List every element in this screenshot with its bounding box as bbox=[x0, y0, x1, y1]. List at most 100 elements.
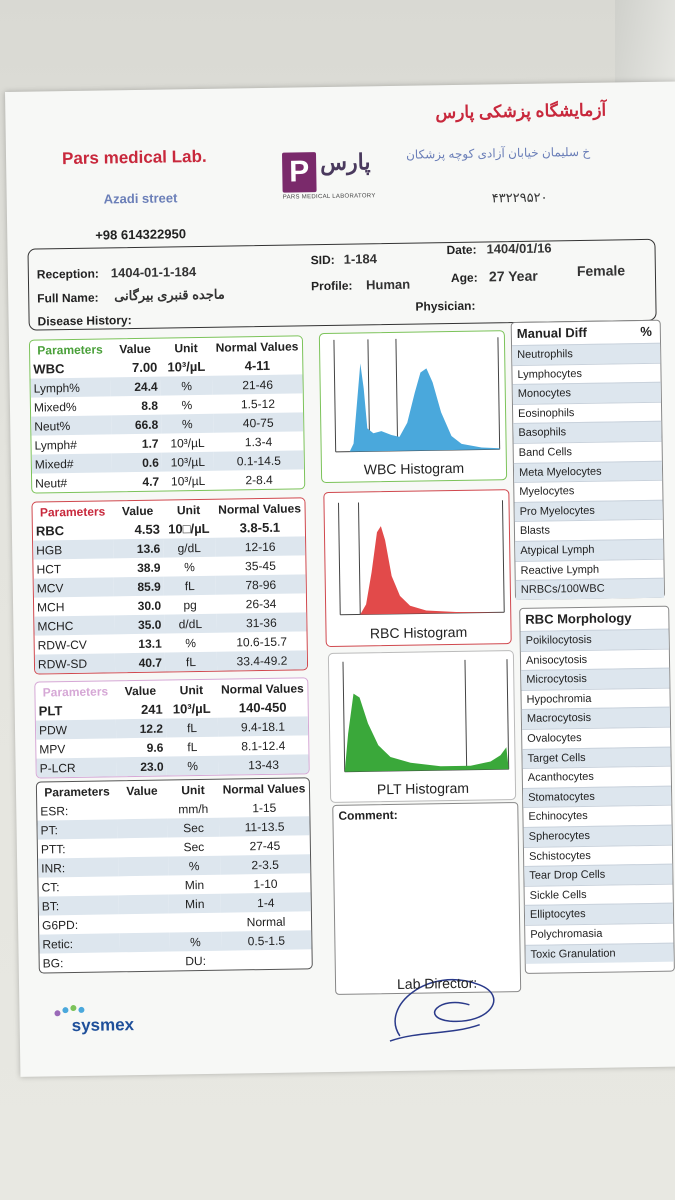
table-row: RDW-SD 40.7 fL 33.4-49.2 bbox=[34, 650, 308, 674]
cell-value: 23.0 bbox=[116, 756, 167, 777]
lab-street: Azadi street bbox=[103, 190, 178, 207]
wbc-histogram: WBC Histogram bbox=[318, 330, 508, 484]
plt-histogram-title: PLT Histogram bbox=[376, 779, 470, 798]
list-item: Tear Drop Cells bbox=[524, 863, 673, 886]
logo-letter: P bbox=[281, 152, 317, 193]
cell-normal: 9.4-18.1 bbox=[217, 716, 309, 737]
cell-name: PLT bbox=[38, 703, 63, 719]
list-item: Schistocytes bbox=[523, 844, 673, 867]
cell-name: Lymph% bbox=[30, 377, 111, 398]
cell-name: BT: bbox=[38, 895, 119, 916]
cell-unit: % bbox=[185, 635, 197, 650]
table-row: P-LCR 23.0% 13-43 bbox=[36, 754, 309, 778]
list-item: Reactive Lymph bbox=[515, 558, 664, 581]
cell-normal: 1-4 bbox=[220, 892, 311, 913]
plt-normal-header: Normal Values bbox=[220, 680, 304, 697]
rbc-morphology-panel: RBC Morphology Poikilocytosis Anisocytosi… bbox=[519, 605, 675, 974]
cell-name: RDW-SD bbox=[34, 653, 116, 674]
lab-logo: P پارس PARS MEDICAL LABORATORY bbox=[281, 143, 387, 205]
cell-normal bbox=[222, 949, 312, 969]
cell-normal: 10.6-15.7 bbox=[236, 634, 288, 649]
cell-unit: % bbox=[168, 855, 221, 876]
rbc-histogram-title: RBC Histogram bbox=[369, 623, 468, 642]
cell-value: 12.2 bbox=[115, 718, 167, 739]
cell-normal: 8.1-12.4 bbox=[241, 738, 286, 753]
cell-normal: 78-96 bbox=[215, 574, 306, 595]
list-item: Macrocytosis bbox=[521, 707, 671, 729]
logo-text-fa: پارس bbox=[319, 149, 371, 176]
cell-unit: 10□/µL bbox=[168, 520, 210, 537]
cell-name: PTT: bbox=[40, 841, 66, 857]
plt-histogram-plot bbox=[342, 659, 510, 773]
disease-history-label: Disease History: bbox=[37, 313, 132, 329]
cell-value bbox=[119, 932, 170, 953]
lab-director-label: Lab Director: bbox=[396, 974, 478, 992]
list-item: Ovalocytes bbox=[522, 726, 671, 749]
cell-normal: 33.4-49.2 bbox=[216, 650, 308, 671]
list-item: Neutrophils bbox=[512, 342, 661, 365]
list-item: Blasts bbox=[514, 519, 664, 541]
cell-name: HGB bbox=[33, 539, 114, 560]
sid-value: 1-184 bbox=[343, 251, 378, 267]
list-item: Monocytes bbox=[512, 381, 661, 404]
cell-unit: DU: bbox=[185, 953, 207, 968]
cell-normal: 1-10 bbox=[253, 876, 278, 891]
list-item: Poikilocytosis bbox=[520, 628, 669, 651]
cell-normal: 11-13.5 bbox=[219, 816, 310, 837]
cell-value: 40.7 bbox=[114, 652, 166, 673]
cell-value: 13.6 bbox=[113, 538, 164, 559]
rbc-table: Parameters Value Unit Normal Values RBC 4… bbox=[31, 497, 309, 675]
reception-label: Reception: bbox=[36, 266, 99, 282]
reception-value: 1404-01-1-184 bbox=[110, 264, 197, 281]
cell-unit: 10³/µL bbox=[170, 473, 206, 488]
other-normal-header: Normal Values bbox=[222, 780, 306, 797]
cell-name: MCV bbox=[33, 577, 114, 598]
wbc-normal-header: Normal Values bbox=[215, 338, 299, 355]
profile-value: Human bbox=[365, 276, 411, 293]
physician-label: Physician: bbox=[415, 298, 476, 314]
list-item: Acanthocytes bbox=[522, 765, 671, 788]
list-item: Target Cells bbox=[522, 746, 671, 769]
cell-value: 38.9 bbox=[137, 560, 161, 575]
cell-value bbox=[119, 914, 169, 934]
table-row: BG: DU: bbox=[40, 949, 312, 972]
cell-value: 4.7 bbox=[142, 474, 160, 489]
cell-value bbox=[118, 876, 168, 896]
sysmex-logo-icon bbox=[54, 1005, 85, 1017]
cell-normal: 27-45 bbox=[249, 838, 281, 853]
lab-address-fa: خ سلیمان خیابان آزادی کوچه پزشکان bbox=[405, 144, 591, 162]
list-item: Eosinophils bbox=[512, 401, 662, 424]
list-item: Sickle Cells bbox=[524, 883, 673, 906]
cell-normal: 12-16 bbox=[215, 536, 306, 557]
cell-value bbox=[117, 818, 168, 839]
patient-info-box: Reception: 1404-01-1-184 SID: 1-184 Date… bbox=[27, 238, 657, 331]
cell-unit: % bbox=[181, 397, 193, 412]
cell-name: Mixed# bbox=[31, 453, 112, 474]
list-item: Microcytosis bbox=[521, 667, 670, 690]
cell-unit: % bbox=[160, 375, 213, 396]
cell-normal: 31-36 bbox=[216, 612, 307, 633]
cell-value: 7.00 bbox=[131, 359, 158, 376]
cell-name: INR: bbox=[38, 857, 119, 878]
cell-normal: 2-8.4 bbox=[245, 472, 273, 487]
cell-unit: % bbox=[166, 755, 219, 776]
cell-value: 1.7 bbox=[141, 436, 159, 451]
cell-value: 30.0 bbox=[137, 598, 162, 613]
wbc-unit-header: Unit bbox=[174, 340, 198, 355]
cell-value bbox=[118, 894, 169, 915]
cell-normal: 4-11 bbox=[244, 357, 271, 374]
list-item: Stomatocytes bbox=[522, 785, 672, 808]
fullname-label: Full Name: bbox=[37, 290, 99, 306]
profile-label: Profile: bbox=[310, 278, 353, 294]
plt-unit-header: Unit bbox=[179, 682, 204, 697]
other-unit-header: Unit bbox=[181, 782, 205, 797]
cell-name: MCHC bbox=[34, 615, 115, 636]
wbc-histogram-title: WBC Histogram bbox=[363, 459, 465, 478]
other-tests-table: Parameters Value Unit Normal Values ESR:… bbox=[35, 777, 313, 974]
cell-normal: 21-46 bbox=[212, 374, 303, 395]
rbc-param-header: Parameters bbox=[39, 503, 106, 520]
cell-name: MCH bbox=[36, 599, 65, 615]
cell-value: 8.8 bbox=[141, 398, 159, 413]
lab-name-fa: آزمایشگاه پزشکی پارس bbox=[435, 100, 607, 123]
cell-normal: 35-45 bbox=[245, 558, 276, 573]
